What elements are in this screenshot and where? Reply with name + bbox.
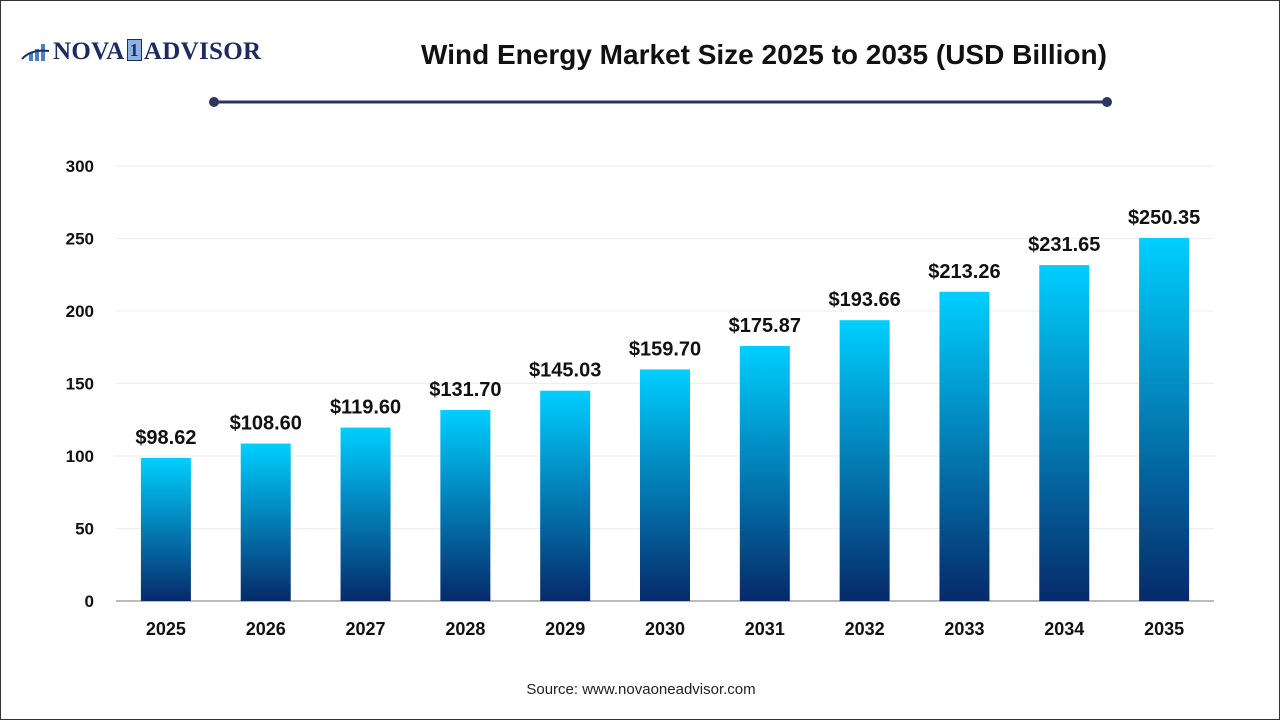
- y-tick-label: 150: [66, 375, 94, 394]
- data-label: $131.70: [429, 379, 501, 401]
- x-tick-label: 2035: [1144, 619, 1184, 639]
- bar-2031: [739, 345, 790, 601]
- data-label: $159.70: [629, 338, 701, 360]
- x-tick-label: 2026: [246, 619, 286, 639]
- x-tick-label: 2033: [944, 619, 984, 639]
- data-label: $119.60: [330, 397, 401, 419]
- bar-2034: [1039, 265, 1090, 601]
- x-tick-label: 2031: [745, 619, 785, 639]
- x-tick-label: 2029: [545, 619, 585, 639]
- bar-2030: [640, 369, 690, 601]
- x-tick-label: 2025: [146, 619, 186, 639]
- underline-dot-right: [1102, 97, 1112, 107]
- data-label: $145.03: [529, 360, 601, 382]
- y-tick-label: 50: [75, 520, 94, 539]
- x-tick-label: 2028: [445, 619, 485, 639]
- data-label: $193.66: [828, 289, 900, 311]
- x-tick-label: 2032: [845, 619, 885, 639]
- bar-2035: [1139, 237, 1190, 601]
- bar-2028: [440, 410, 491, 601]
- data-label: $108.60: [230, 413, 302, 435]
- logo: NOVA 1 ADVISOR: [21, 37, 261, 67]
- logo-text: NOVA 1 ADVISOR: [53, 38, 261, 66]
- underline-dot-left: [209, 97, 219, 107]
- y-tick-label: 200: [66, 302, 94, 321]
- data-label: $250.35: [1128, 207, 1200, 229]
- bar-2033: [939, 291, 990, 601]
- data-label: $213.26: [928, 261, 1000, 283]
- bar-2029: [540, 390, 591, 601]
- bar-chart-icon: [21, 44, 50, 61]
- x-tick-label: 2034: [1044, 619, 1084, 639]
- logo-digit: 1: [126, 39, 142, 61]
- data-label: $231.65: [1028, 234, 1100, 256]
- data-label: $175.87: [729, 315, 801, 337]
- y-tick-label: 0: [85, 592, 94, 611]
- bar-2026: [240, 443, 291, 601]
- y-tick-label: 300: [66, 157, 94, 176]
- x-tick-label: 2030: [645, 619, 685, 639]
- bar-2025: [140, 458, 191, 601]
- logo-advisor: ADVISOR: [143, 38, 262, 65]
- bar-2027: [340, 427, 391, 601]
- source-note: Source: www.novaoneadvisor.com: [526, 681, 756, 698]
- chart-title: Wind Energy Market Size 2025 to 2035 (US…: [421, 39, 1107, 70]
- logo-nova: NOVA: [53, 38, 125, 65]
- bar-2032: [839, 320, 890, 601]
- y-tick-label: 250: [66, 230, 94, 249]
- y-tick-label: 100: [66, 447, 94, 466]
- x-tick-label: 2027: [346, 619, 386, 639]
- data-label: $98.62: [135, 427, 196, 449]
